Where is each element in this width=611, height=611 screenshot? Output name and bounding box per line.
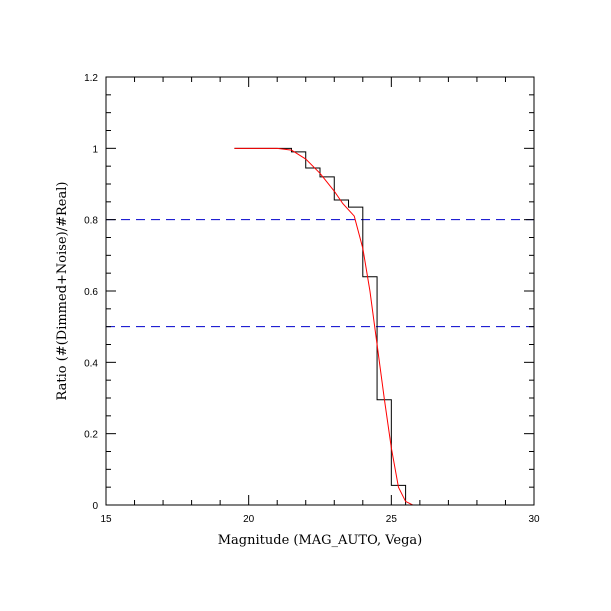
plot-area	[106, 147, 534, 506]
y-tick-label: 1.2	[84, 73, 98, 84]
x-tick-label: 20	[243, 514, 255, 525]
x-tick-label: 30	[528, 514, 540, 525]
fit-point	[334, 191, 335, 192]
axes: 15 20 25 30 0 0.2 0.4 0.6 0.8 1 1.2	[84, 73, 540, 525]
y-tick-label: 0.4	[84, 358, 98, 369]
fit-point	[369, 291, 370, 292]
fit-point	[384, 398, 385, 399]
plot-frame	[105, 76, 535, 506]
fit-point	[291, 150, 292, 151]
fit-point	[305, 159, 306, 160]
fit-point	[398, 487, 399, 488]
x-tick-label: 25	[386, 514, 398, 525]
x-axis-title: Magnitude (MAG_AUTO, Vega)	[218, 533, 423, 548]
fit-point	[362, 248, 363, 249]
y-tick-label: 1	[92, 144, 98, 155]
y-axis-title: Ratio (#(Dimmed+Noise)/#Real)	[55, 182, 70, 401]
y-tick-label: 0.2	[84, 430, 98, 441]
y-tick-label: 0	[92, 501, 98, 512]
fit-point	[391, 447, 392, 448]
fit-point	[234, 148, 235, 149]
fit-point	[377, 344, 378, 345]
y-tick-label: 0.8	[84, 216, 98, 227]
fit-point	[320, 173, 321, 174]
y-tick-label: 0.6	[84, 287, 98, 298]
fit-point	[354, 216, 355, 217]
fit-point	[277, 148, 278, 149]
fit-point	[342, 203, 343, 204]
fit-point	[405, 501, 406, 502]
x-tick-label: 15	[100, 514, 112, 525]
